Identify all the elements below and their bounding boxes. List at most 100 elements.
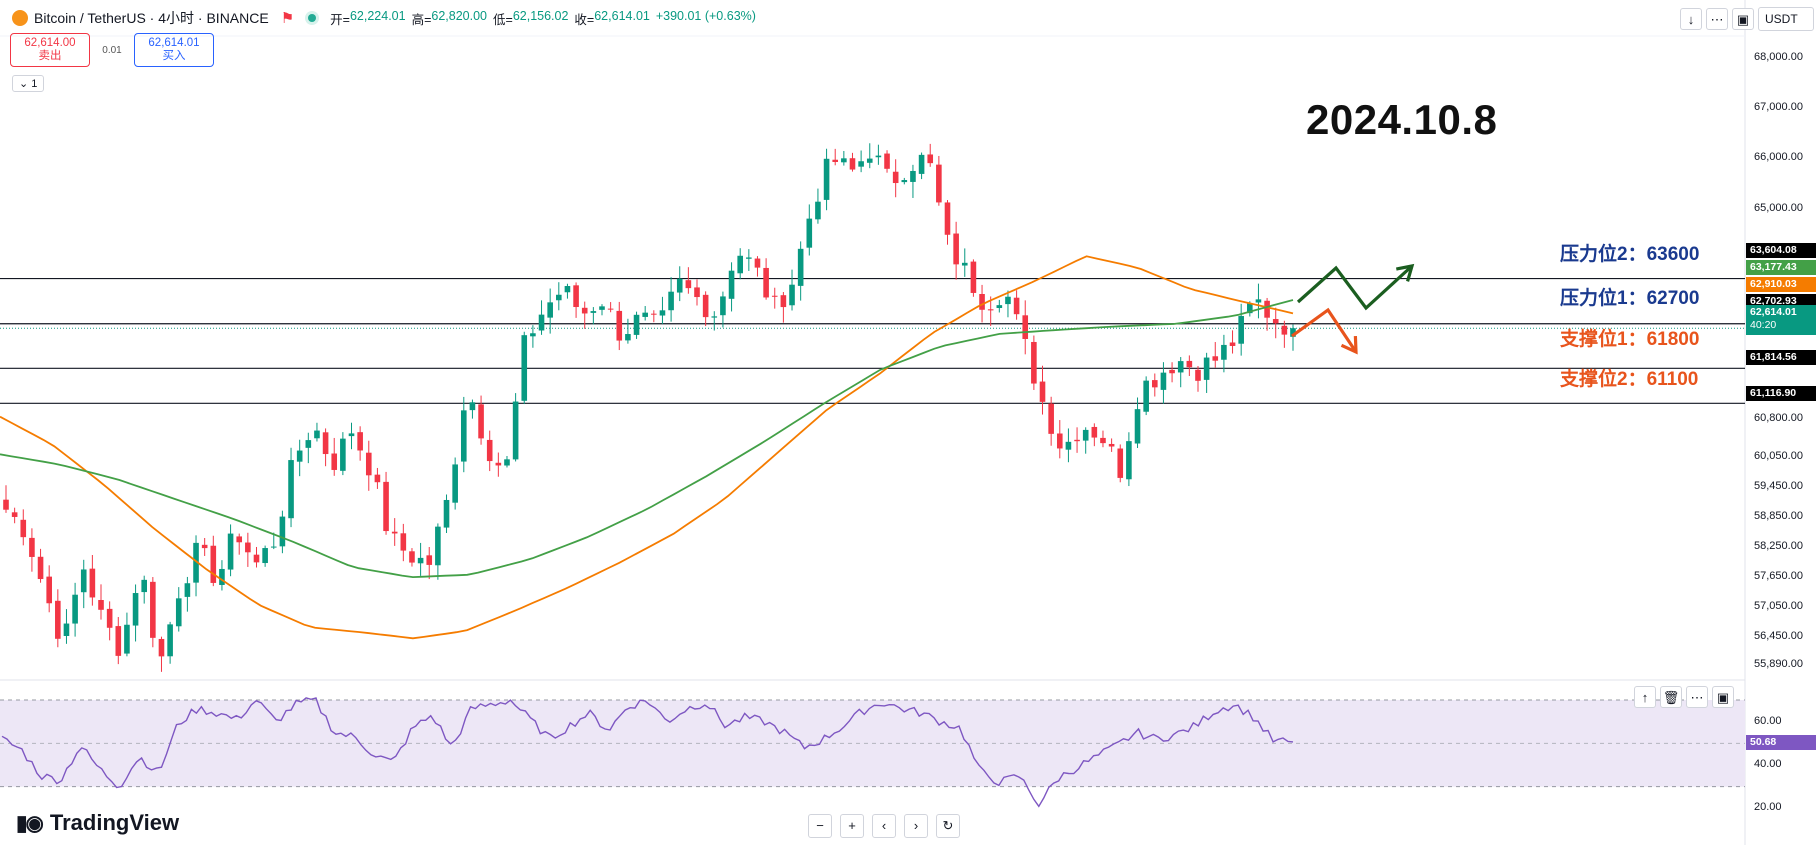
candle-body [996, 305, 1003, 309]
quantity-select[interactable]: ⌄ 1 [12, 75, 45, 92]
candle-body [1195, 369, 1201, 381]
candle-body [642, 312, 648, 317]
candle-body [1238, 316, 1244, 344]
rsi-tick-label: 40.00 [1754, 758, 1782, 770]
candle-body [486, 439, 493, 462]
candle-body [547, 302, 553, 318]
candle-body [1203, 357, 1210, 380]
candle-body [348, 433, 355, 437]
reset-icon[interactable]: ↻ [936, 814, 960, 838]
candle-body [340, 438, 346, 471]
candle-body [987, 309, 994, 311]
candle-body [1005, 296, 1011, 305]
fullscreen-icon[interactable]: ▣ [1732, 8, 1754, 30]
candle-body [858, 161, 864, 167]
candle-body [245, 542, 251, 553]
candle-body [1056, 433, 1063, 449]
candle-body [227, 533, 234, 570]
candle-body [1169, 369, 1175, 374]
candle-body [158, 638, 165, 657]
chevron-down-icon: ⌄ [19, 78, 29, 90]
candle-body [1082, 429, 1089, 441]
trade-panel: 62,614.00 卖出 0.01 62,614.01 买入 [10, 33, 214, 67]
candle-body [702, 294, 709, 318]
candle-body [1272, 319, 1279, 324]
candle-body [1186, 360, 1193, 368]
candle-body [607, 308, 614, 310]
maximize-icon[interactable]: ▣ [1712, 686, 1734, 708]
candle-body [944, 202, 951, 235]
candle-body [633, 314, 640, 335]
candle-body [1160, 372, 1167, 390]
candle-body [1212, 356, 1219, 361]
scroll-right-icon[interactable]: › [904, 814, 928, 838]
price-tick-label: 56,450.00 [1754, 630, 1803, 643]
symbol-title[interactable]: Bitcoin / TetherUS · 4小时 · BINANCE [34, 10, 269, 26]
price-tag: 62,910.03 [1746, 277, 1816, 292]
trash-icon[interactable]: 🗑 [1660, 686, 1682, 708]
zoom-out-icon[interactable]: − [808, 814, 832, 838]
scroll-left-icon[interactable]: ‹ [872, 814, 896, 838]
zoom-in-icon[interactable]: + [840, 814, 864, 838]
candle-body [1134, 409, 1141, 444]
candle-body [1048, 403, 1054, 434]
rsi-tick-label: 60.00 [1754, 714, 1782, 727]
flag-icon[interactable]: ⚑ [280, 10, 295, 27]
candle-body [815, 201, 821, 220]
candle-body [210, 545, 217, 583]
price-tag: 63,177.43 [1746, 260, 1816, 275]
sell-button[interactable]: 62,614.00 卖出 [10, 33, 90, 67]
last-price-value: 62,614.01 [1750, 306, 1797, 318]
candle-body [953, 233, 959, 265]
candle-body [901, 180, 908, 183]
candle-body [167, 624, 173, 657]
last-price-tag: 62,614.01 40:20 [1746, 305, 1816, 335]
collapse-icon[interactable]: ⋯ [1706, 8, 1728, 30]
arrow-up-icon[interactable]: ↑ [1634, 686, 1656, 708]
candle-body [72, 594, 78, 624]
candle-body [1074, 439, 1080, 442]
collapse-icon[interactable]: ⋯ [1686, 686, 1708, 708]
candle-body [581, 307, 588, 314]
price-tick-label: 58,850.00 [1754, 509, 1803, 522]
candle-body [849, 158, 856, 170]
candle-body [391, 531, 398, 534]
price-tick-label: 66,000.00 [1754, 151, 1803, 164]
currency-select[interactable]: USDT [1758, 7, 1814, 31]
ohlc-readout: 开= 62,224.01 高= 62,820.00 低= 62,156.02 收= 62… [330, 8, 756, 27]
candle-body [365, 452, 372, 476]
candle-body [711, 316, 718, 318]
price-tick-label: 60,050.00 [1754, 449, 1803, 462]
candle-body [1108, 443, 1115, 447]
candle-body [426, 555, 433, 565]
candle-body [685, 280, 692, 289]
rsi-last-tag: 50.68 [1746, 734, 1816, 750]
candle-body [1143, 380, 1149, 412]
buy-button[interactable]: 62,614.01 买入 [134, 33, 214, 67]
candle-body [357, 432, 363, 451]
candle-body [1013, 297, 1020, 315]
candle-body [150, 581, 156, 638]
candle-body [305, 440, 312, 448]
price-tick-label: 68,000.00 [1754, 51, 1803, 64]
live-dot-icon [308, 14, 317, 22]
arrow-down-icon[interactable]: ↓ [1680, 8, 1702, 30]
candle-body [1100, 437, 1106, 444]
candle-body [219, 568, 225, 585]
candle-body [1039, 381, 1046, 402]
candle-body [322, 432, 329, 455]
candle-body [504, 459, 510, 466]
candle-body [55, 600, 61, 639]
candle-body [789, 284, 795, 306]
candle-body [314, 430, 320, 439]
candle-body [37, 556, 44, 580]
candle-body [1247, 303, 1253, 314]
tradingview-logo[interactable]: ▮◉ TradingView [16, 810, 179, 836]
sell-label: 卖出 [38, 50, 62, 62]
candle-body [918, 154, 925, 174]
tradingview-mark-icon: ▮◉ [16, 811, 44, 835]
candle-body [262, 548, 268, 564]
date-annotation: 2024.10.8 [1306, 96, 1498, 143]
candle-body [478, 404, 484, 439]
